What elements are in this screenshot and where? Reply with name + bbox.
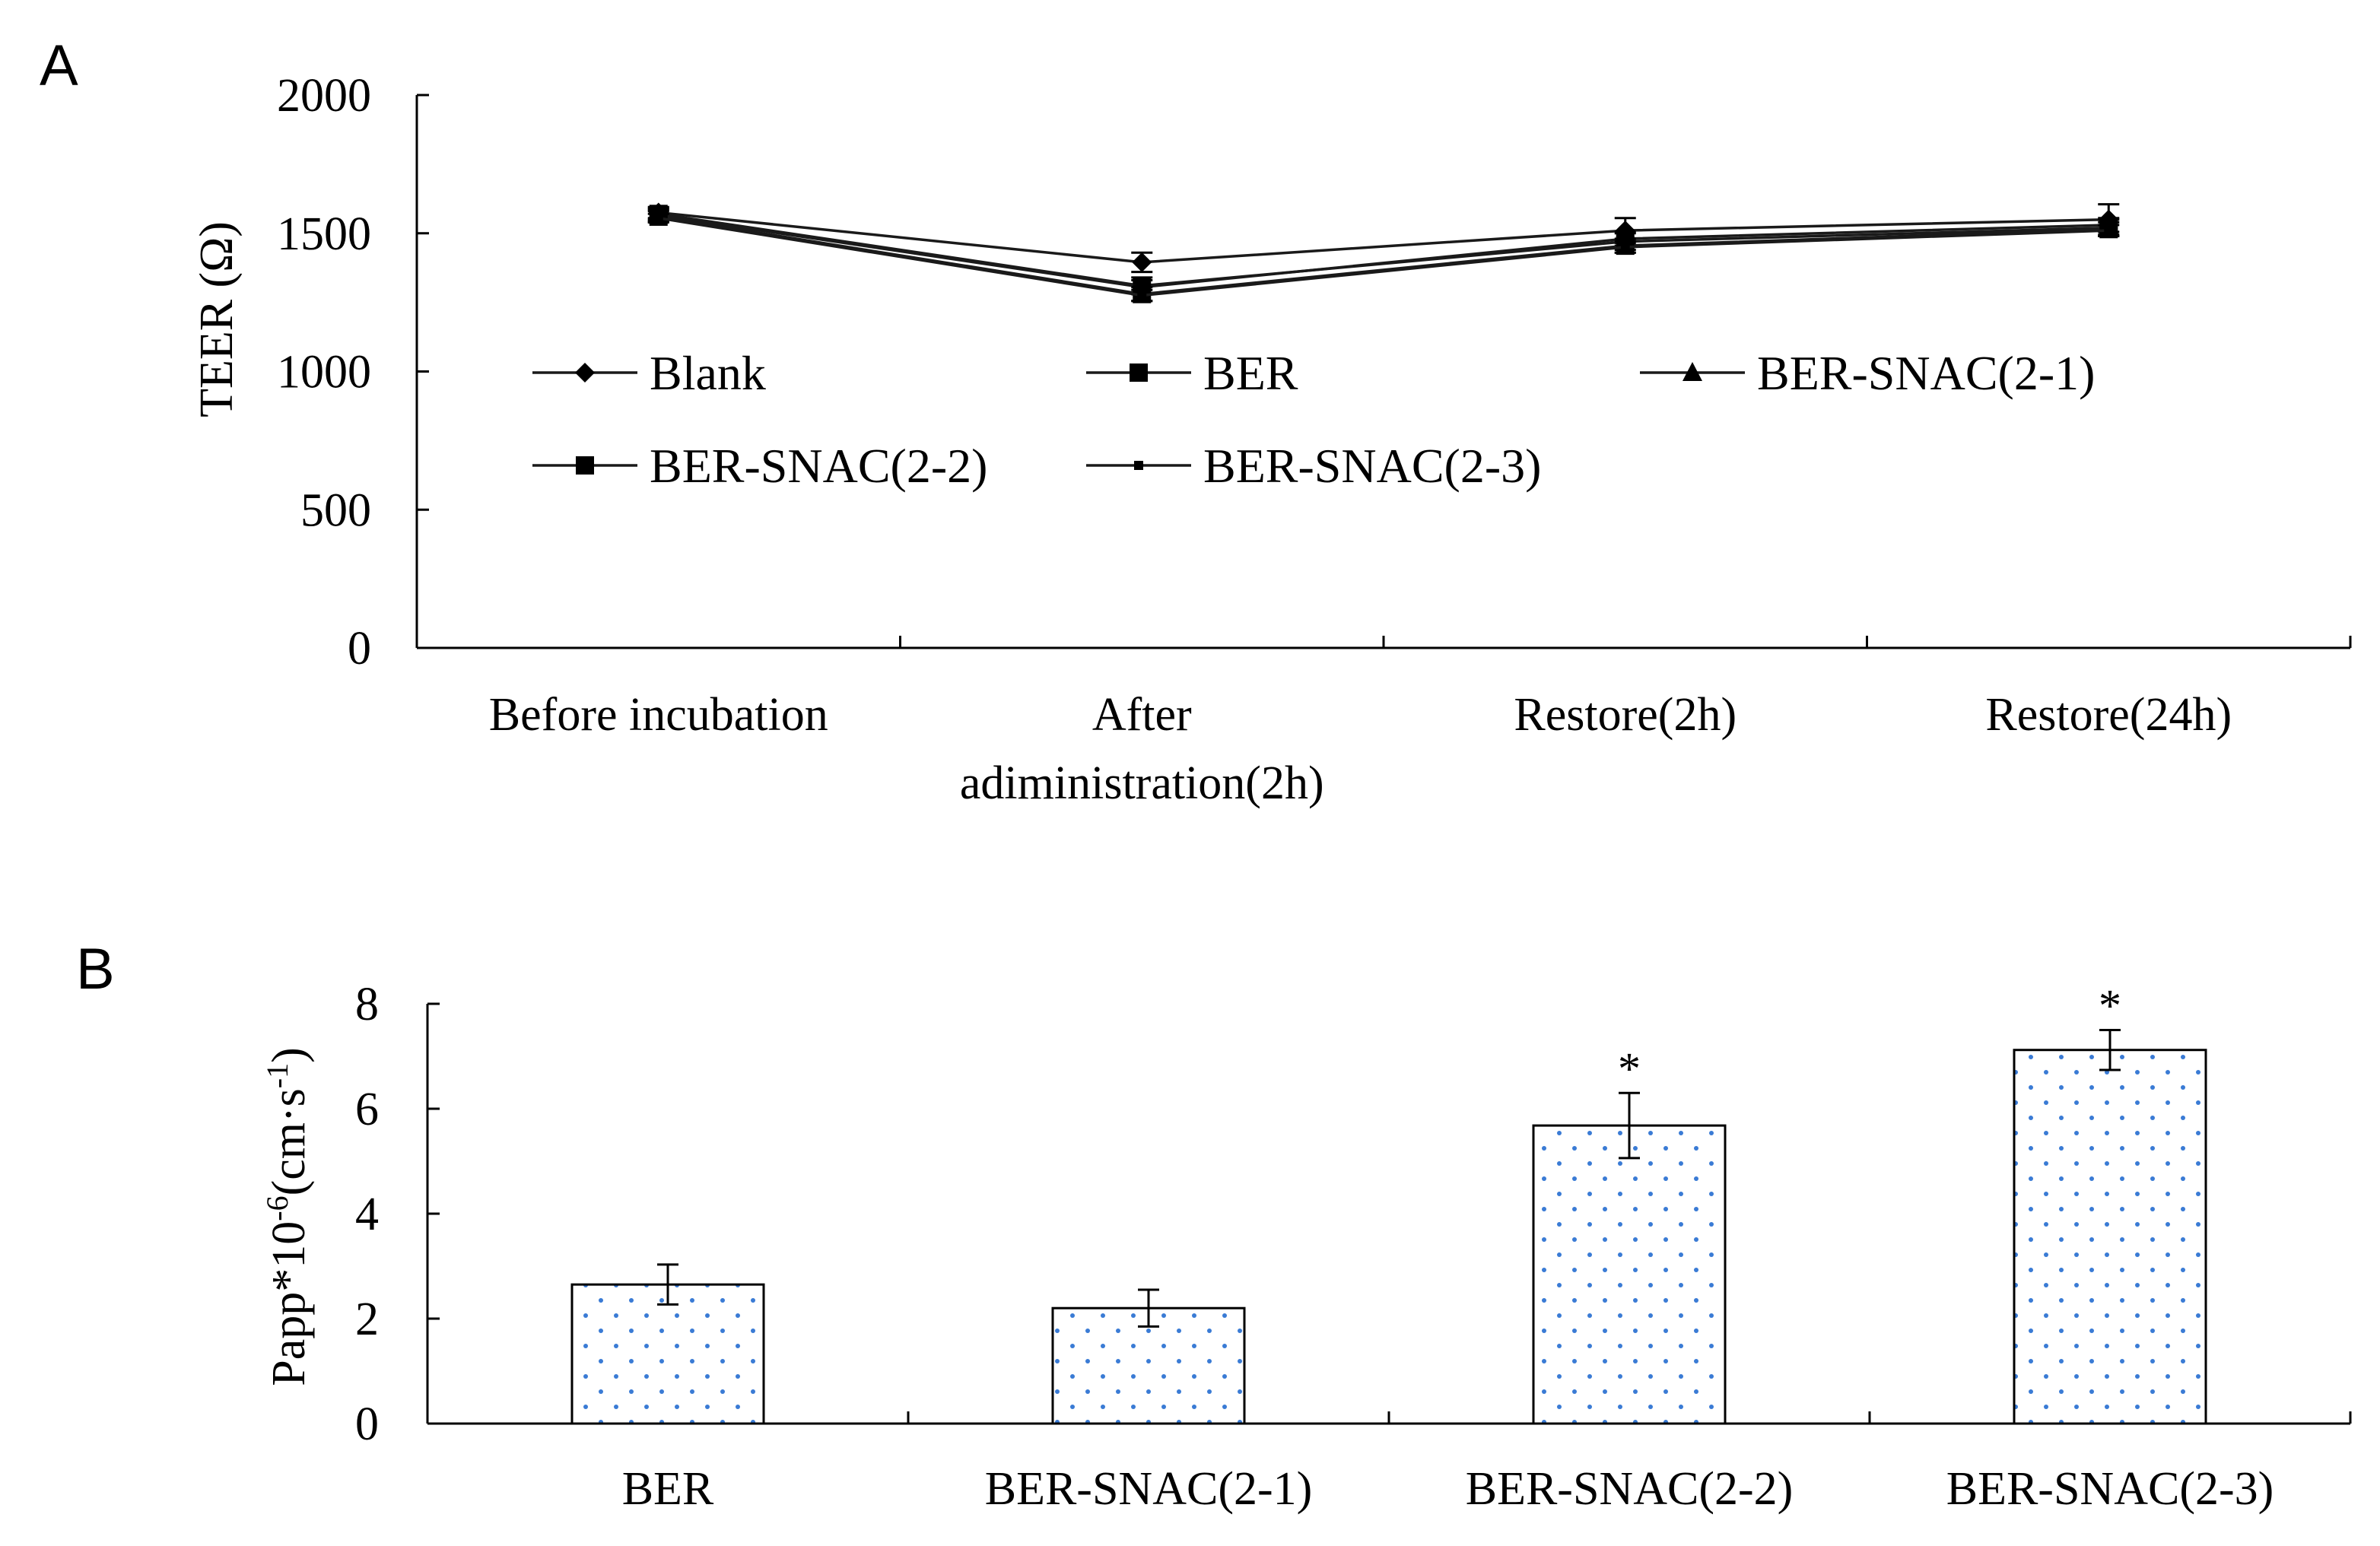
panel-b-significance-marker: * — [2099, 981, 2121, 1031]
panel-a-legend-item: BER-SNAC(2-1) — [1640, 346, 2095, 400]
panel-b-x-category-label: BER-SNAC(2-1) — [985, 1463, 1313, 1515]
panel-a-label: A — [40, 33, 78, 98]
panel-b-x-category-label: BER-SNAC(2-3) — [1946, 1463, 2274, 1515]
panel-a-y-tick-label: 0 — [348, 623, 371, 675]
panel-a-legend-label: BER — [1203, 346, 1298, 400]
panel-a-legend-marker — [1130, 363, 1148, 382]
panel-a-series-group — [647, 207, 2120, 303]
panel-a-data-point — [653, 213, 663, 223]
panel-a-series — [647, 202, 2120, 303]
panel-a-series-line — [658, 215, 2109, 296]
panel-b-y-tick-label: 8 — [355, 979, 379, 1030]
panel-b-ylabel-sup1: -6 — [260, 1195, 294, 1221]
panel-a-x-category-label: Restore(2h) — [1514, 689, 1737, 741]
panel-a-data-point — [1137, 290, 1147, 300]
panel-a-y-tick-label: 2000 — [277, 70, 371, 122]
panel-a-x-category-label: Restore(24h) — [1985, 689, 2232, 741]
panel-a-y-tick-label: 1500 — [277, 208, 371, 260]
panel-b-y-axis-title: Papp*10-6(cm·s-1) — [260, 1047, 315, 1386]
panel-b-ylabel-unit: (cm·s — [263, 1088, 315, 1195]
panel-a-x-category-label: adiministration(2h) — [960, 757, 1324, 809]
panel-a-data-point — [1620, 242, 1630, 252]
panel-a-legend-label: BER-SNAC(2-2) — [650, 439, 987, 493]
panel-a-legend-item: Blank — [532, 346, 766, 400]
panel-a-legend-item: BER-SNAC(2-2) — [532, 439, 987, 493]
panel-a-legend-label: BER-SNAC(2-3) — [1203, 439, 1541, 493]
panel-a-y-tick-label: 1000 — [277, 347, 371, 398]
panel-a-x-category-label: After — [1092, 689, 1192, 741]
panel-b-y-tick-label: 0 — [355, 1398, 379, 1450]
panel-a-legend-marker — [576, 456, 594, 475]
panel-b-ylabel-sup2: -1 — [260, 1063, 294, 1088]
panel-b-x-category-label: BER — [622, 1463, 714, 1515]
panel-a-legend-marker — [1683, 362, 1702, 381]
panel-b-ylabel-main: Papp*10 — [263, 1221, 315, 1386]
panel-b-x-category-label: BER-SNAC(2-2) — [1466, 1463, 1794, 1515]
panel-a-legend-item: BER-SNAC(2-3) — [1086, 439, 1541, 493]
panel-b-bars: ** — [570, 981, 2207, 1425]
panel-a-x-categories: Before incubation After adiministration(2h… — [489, 689, 2232, 809]
panel-a-y-tick-label: 500 — [300, 484, 371, 536]
panel-a-legend-item: BER — [1086, 346, 1298, 400]
panel-b-bar — [570, 1283, 765, 1425]
panel-a-data-point — [1132, 252, 1152, 272]
panel-b-y-tick-label: 4 — [355, 1189, 379, 1240]
panel-a-series-line — [658, 211, 2109, 264]
panel-a-legend-label: BER-SNAC(2-1) — [1757, 346, 2095, 400]
panel-a-series-line — [658, 214, 2109, 289]
panel-a-legend-label: Blank — [650, 346, 766, 400]
panel-b-ylabel-close: ) — [263, 1047, 315, 1063]
panel-a-y-ticks: 0 500 1000 1500 2000 — [277, 70, 429, 675]
panel-b-y-tick-label: 6 — [355, 1084, 379, 1135]
panel-b-x-categories: BER BER-SNAC(2-1) BER-SNAC(2-2) BER-SNAC(2-… — [622, 1463, 2274, 1515]
panel-a-legend-marker — [575, 363, 595, 383]
panel-b-label: B — [76, 937, 115, 1002]
panel-a-x-category-label: Before incubation — [489, 689, 828, 741]
panel-b-significance-marker: * — [1618, 1043, 1641, 1094]
panel-b-y-tick-label: 2 — [355, 1294, 379, 1345]
panel-b-bar — [1532, 1124, 1727, 1425]
panel-b-y-ticks: 0 2 4 6 8 — [355, 979, 440, 1450]
panel-a-legend-marker — [1134, 461, 1143, 470]
panel-a-y-axis-title: TEER (Ω) — [191, 221, 243, 417]
panel-a-chart: A TEER (Ω) 0 500 1000 1500 2000 Before incub… — [40, 33, 2352, 809]
panel-b-bar — [2013, 1049, 2207, 1425]
panel-a-data-point — [2104, 226, 2114, 236]
panel-a-legend: Blank BER BER-SNAC(2-1) BER-SNAC(2-2) BER-SN… — [532, 346, 2095, 493]
panel-a-series-line — [658, 217, 2109, 297]
panel-a-series-group — [647, 212, 2120, 303]
